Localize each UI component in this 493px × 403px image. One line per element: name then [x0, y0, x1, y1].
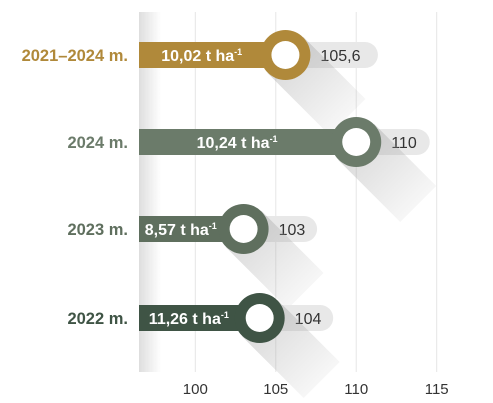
- x-axis: 100 105 110 115: [183, 381, 449, 398]
- category-label: 2021–2024 m.: [22, 47, 128, 65]
- bar-end-hole: [245, 304, 274, 332]
- x-tick-label: 105: [263, 381, 288, 398]
- bar: [139, 129, 357, 155]
- bar-end-hole: [342, 128, 371, 156]
- bar-end-hole: [271, 41, 300, 69]
- value-label: 105,6: [320, 48, 360, 65]
- x-tick-label: 110: [344, 381, 368, 398]
- x-tick-label: 115: [425, 381, 449, 398]
- bar-label: 10,24 t ha-1: [197, 134, 278, 152]
- bar-rows: 105,6 10,02 t ha-1 2021–2024 m. 110 10,24 t …: [22, 30, 437, 398]
- bar-label: 11,26 t ha-1: [149, 310, 229, 328]
- axis-shade: [139, 12, 161, 372]
- bar-label: 10,02 t ha-1: [161, 47, 242, 65]
- bar-row: 105,6 10,02 t ha-1 2021–2024 m.: [22, 30, 378, 135]
- x-tick-label: 100: [183, 381, 208, 398]
- bar-label: 8,57 t ha-1: [145, 221, 217, 239]
- category-label: 2023 m.: [67, 221, 128, 239]
- category-label: 2022 m.: [67, 310, 128, 328]
- bar-end-hole: [229, 215, 258, 243]
- category-label: 2024 m.: [67, 134, 128, 152]
